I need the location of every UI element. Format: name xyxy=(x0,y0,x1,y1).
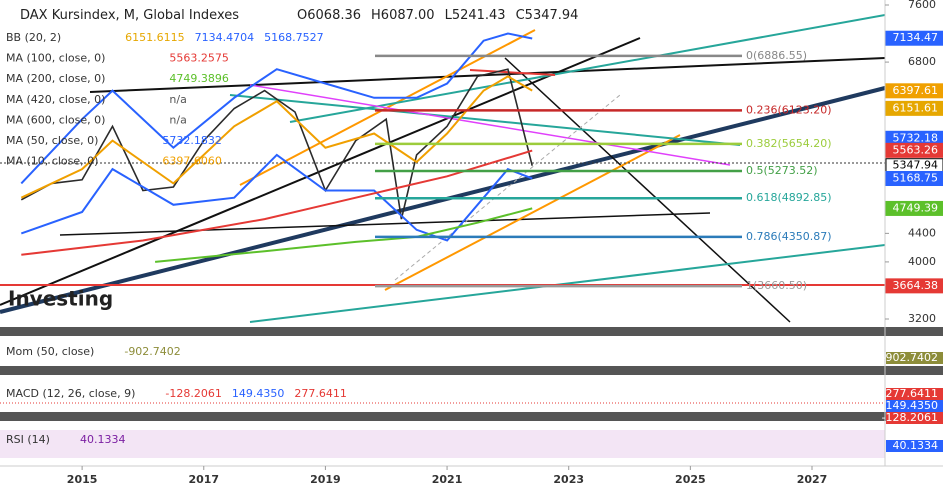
indicator-value: 5732.1832 xyxy=(162,134,222,147)
price-marker xyxy=(885,278,943,294)
panel-marker xyxy=(886,388,943,400)
x-tick-label: 2025 xyxy=(675,473,706,486)
y-tick-label: 4000 xyxy=(908,255,936,268)
panel-value: -128.2061 xyxy=(165,387,221,400)
panel-title: MACD (12, 26, close, 9) xyxy=(6,387,135,400)
fib-label: 0.382(5654.20) xyxy=(746,137,832,150)
panel-title: RSI (14) xyxy=(6,433,50,446)
indicator-name: MA (100, close, 0) xyxy=(6,52,105,65)
indicator-name: MA (600, close, 0) xyxy=(6,113,105,126)
indicator-legend: MA (600, close, 0) n/a xyxy=(6,113,187,126)
panel-value: 40.1334 xyxy=(80,433,126,446)
indicator-name: BB (20, 2) xyxy=(6,31,61,44)
panel-legend: MACD (12, 26, close, 9) -128.2061 149.4350… xyxy=(6,387,347,400)
indicator-value: 6397.6060 xyxy=(162,155,222,168)
panel-marker xyxy=(886,400,943,412)
indicator-name: MA (420, close, 0) xyxy=(6,93,105,106)
price-marker-label: 5732.18 xyxy=(893,131,939,144)
panel-legend: RSI (14) 40.1334 xyxy=(6,433,125,446)
y-tick-label: 6800 xyxy=(908,55,936,68)
chart-title: DAX Kursindex, M, Global Indexes O6068.36… xyxy=(20,8,578,23)
indicator-name: MA (50, close, 0) xyxy=(6,134,98,147)
indicator-value: 4749.3896 xyxy=(169,72,229,85)
ohlc-high: H6087.00 xyxy=(371,8,435,23)
separator xyxy=(0,412,943,421)
price-marker xyxy=(885,171,943,187)
separator xyxy=(0,327,943,336)
ohlc-low: L5241.43 xyxy=(445,8,506,23)
panel-marker-label: 40.1334 xyxy=(893,439,939,452)
ohlc-close: C5347.94 xyxy=(516,8,579,23)
indicator-legend: MA (200, close, 0) 4749.3896 xyxy=(6,72,229,85)
price-marker-label: 6151.61 xyxy=(893,101,939,114)
panel-legend: Mom (50, close) -902.7402 xyxy=(6,345,181,358)
panel-value: 277.6411 xyxy=(294,387,347,400)
indicator-value: n/a xyxy=(169,93,186,106)
fib-label: 0.5(5273.52) xyxy=(746,164,818,177)
y-tick-label: 4400 xyxy=(908,226,936,239)
x-tick-label: 2023 xyxy=(553,473,584,486)
rsi-band xyxy=(0,430,885,458)
panel-marker-label: 277.6411 xyxy=(886,387,939,400)
x-tick-label: 2015 xyxy=(67,473,98,486)
panel-value: 149.4350 xyxy=(232,387,285,400)
price-marker-label: 3664.38 xyxy=(893,279,939,292)
panel-marker xyxy=(886,412,943,424)
indicator-value: n/a xyxy=(169,113,186,126)
y-tick-label: 7600 xyxy=(908,0,936,11)
price-line xyxy=(20,75,533,199)
panel-marker-label: -902.7402 xyxy=(882,351,938,364)
fib-label: 1(3660.50) xyxy=(746,279,807,292)
trendlines xyxy=(0,14,885,323)
fib-label: 0(6886.55) xyxy=(746,49,807,62)
panel-marker-label: -128.2061 xyxy=(882,411,938,424)
price-marker-label: 5168.75 xyxy=(893,172,939,185)
indicator-legend: MA (420, close, 0) n/a xyxy=(6,93,187,106)
x-tick-label: 2019 xyxy=(310,473,341,486)
fib-label: 0.236(6123.20) xyxy=(746,103,832,116)
price-marker xyxy=(885,200,943,216)
indicator-value: 6151.6115 xyxy=(125,31,185,44)
panel-marker-label: 149.4350 xyxy=(886,399,939,412)
indicator-legend: BB (20, 2) 6151.6115 7134.4704 5168.7527 xyxy=(6,31,324,44)
indicator-name: MA (10, close, 0) xyxy=(6,155,98,168)
y-tick-label: 3200 xyxy=(908,312,936,325)
fib-label: 0.786(4350.87) xyxy=(746,230,832,243)
price-marker-label: 6397.61 xyxy=(893,84,939,97)
separator xyxy=(0,366,943,375)
price-panel: 0(6886.55) 0.236(6123.20) 0.382(5654.20) 0.… xyxy=(20,32,832,292)
x-tick-label: 2027 xyxy=(797,473,828,486)
indicator-value: 5563.2575 xyxy=(169,52,229,65)
price-marker xyxy=(885,142,943,158)
price-marker-label: 5347.94 xyxy=(893,159,939,172)
indicator-legend: MA (100, close, 0) 5563.2575 xyxy=(6,52,229,65)
indicator-legend: MA (50, close, 0) 5732.1832 xyxy=(6,134,222,147)
logo: Investing xyxy=(8,287,113,311)
fib-label: 0.618(4892.85) xyxy=(746,191,832,204)
price-marker xyxy=(885,83,943,99)
price-line xyxy=(20,32,533,185)
ohlc-open: O6068.36 xyxy=(297,8,361,23)
price-marker-label: 5563.26 xyxy=(893,143,939,156)
x-tick-label: 2021 xyxy=(432,473,463,486)
price-marker xyxy=(885,100,943,116)
price-line xyxy=(155,207,533,263)
price-marker xyxy=(885,30,943,46)
indicator-value: 5168.7527 xyxy=(264,31,324,44)
indicator-value: 7134.4704 xyxy=(195,31,255,44)
indicator-legend: MA (10, close, 0) 6397.6060 xyxy=(6,155,222,168)
panel-marker xyxy=(886,440,943,452)
panel-marker xyxy=(886,352,943,364)
price-marker-label: 4749.39 xyxy=(893,201,939,214)
indicator-name: MA (200, close, 0) xyxy=(6,72,105,85)
title: DAX Kursindex, M, Global Indexes xyxy=(20,8,239,23)
panel-title: Mom (50, close) xyxy=(6,345,94,358)
panel-value: -902.7402 xyxy=(124,345,180,358)
price-marker-label: 7134.47 xyxy=(893,31,939,44)
price-line xyxy=(21,149,533,256)
price-line xyxy=(20,68,533,220)
x-tick-label: 2017 xyxy=(188,473,219,486)
